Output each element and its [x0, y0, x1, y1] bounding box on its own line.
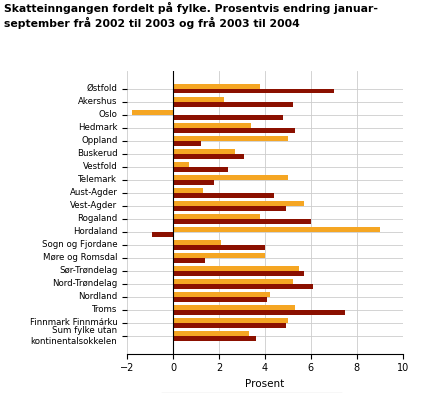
- Bar: [173, 84, 260, 88]
- Bar: [173, 115, 283, 119]
- Bar: [173, 180, 215, 185]
- Bar: [173, 214, 260, 219]
- Bar: [173, 206, 286, 211]
- Bar: [173, 292, 270, 297]
- Bar: [173, 97, 223, 101]
- Bar: [173, 297, 267, 302]
- Bar: [173, 331, 249, 336]
- Bar: [173, 245, 265, 250]
- Bar: [173, 188, 203, 193]
- Bar: [173, 310, 346, 315]
- Bar: [173, 323, 286, 328]
- Bar: [132, 110, 173, 115]
- Bar: [173, 136, 288, 141]
- Text: Skatteinngangen fordelt på fylke. Prosentvis endring januar-
september frå 2002 : Skatteinngangen fordelt på fylke. Prosen…: [4, 2, 378, 29]
- X-axis label: Prosent: Prosent: [245, 379, 285, 389]
- Bar: [173, 227, 380, 232]
- Bar: [173, 240, 221, 245]
- Bar: [173, 253, 265, 258]
- Bar: [173, 167, 228, 172]
- Bar: [173, 149, 235, 154]
- Bar: [173, 219, 311, 224]
- Bar: [173, 154, 244, 159]
- Bar: [173, 201, 304, 206]
- Bar: [173, 88, 334, 94]
- Bar: [173, 101, 293, 107]
- Bar: [173, 318, 288, 323]
- Bar: [173, 336, 256, 341]
- Bar: [173, 123, 251, 128]
- Bar: [173, 193, 274, 198]
- Bar: [173, 266, 299, 271]
- Bar: [173, 128, 295, 132]
- Bar: [173, 162, 189, 167]
- Bar: [173, 258, 205, 263]
- Bar: [173, 279, 293, 284]
- Bar: [153, 232, 173, 237]
- Bar: [173, 305, 295, 310]
- Bar: [173, 284, 313, 289]
- Bar: [173, 175, 288, 180]
- Bar: [173, 141, 201, 145]
- Bar: [173, 271, 304, 276]
